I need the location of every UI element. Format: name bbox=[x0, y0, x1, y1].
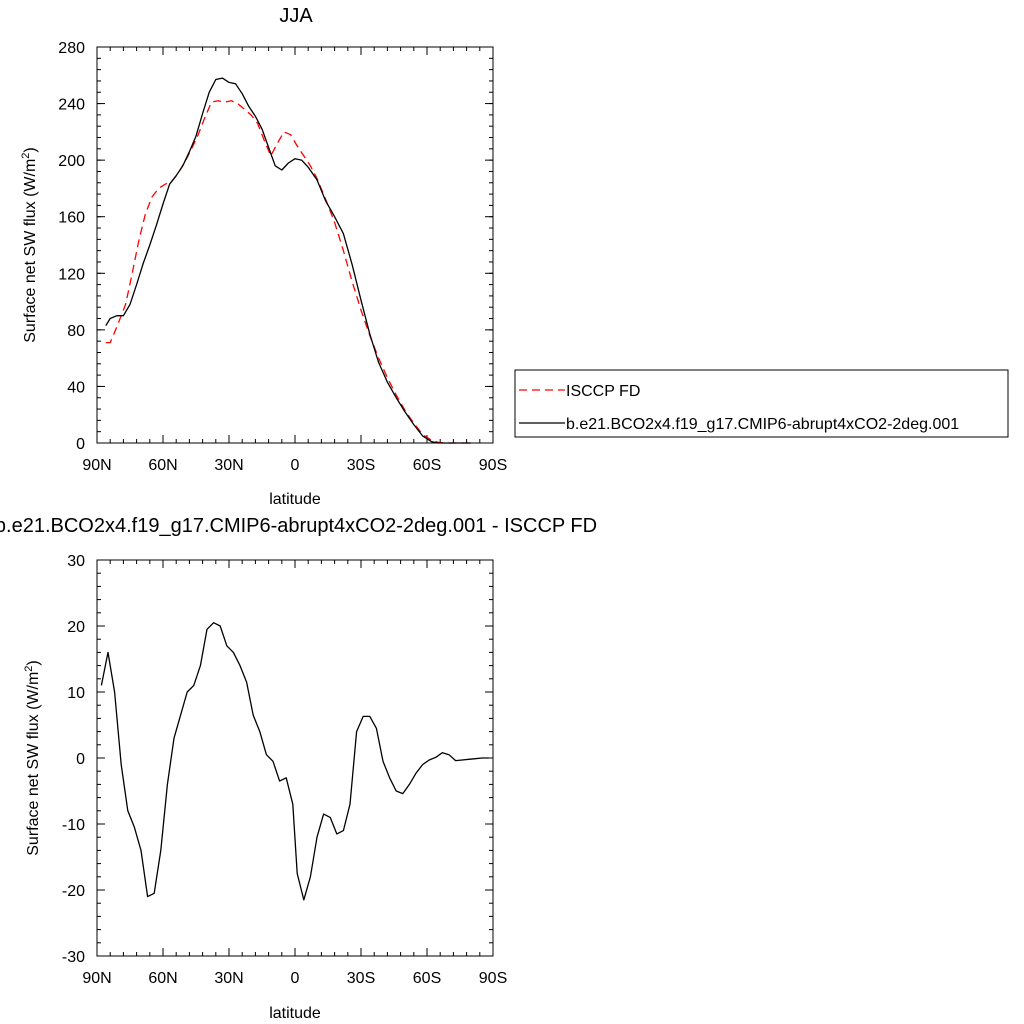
top-x-tick-label: 30S bbox=[347, 457, 375, 474]
top-series-line-1 bbox=[105, 77, 471, 444]
legend-label-model: b.e21.BCO2x4.f19_g17.CMIP6-abrupt4xCO2-2… bbox=[566, 416, 959, 433]
legend-box bbox=[514, 369, 1009, 438]
bottom-y-tick-label: 30 bbox=[67, 553, 85, 570]
top-y-tick-label: 280 bbox=[58, 40, 85, 57]
top-y-tick-label: 0 bbox=[76, 436, 85, 453]
top-x-tick-label: 90N bbox=[82, 457, 111, 474]
top-plot-layer: 90N 60N 30N 0 30S 60S 90S 0 40 80 120 160 200 240 280 bbox=[58, 40, 507, 474]
bottom-x-tick-label: 90N bbox=[82, 970, 111, 987]
bottom-y-tick-label: 20 bbox=[67, 619, 85, 636]
top-x-tick-label: 90S bbox=[479, 457, 507, 474]
bottom-y-axis-label: Surface net SW flux (W/m2) bbox=[23, 660, 42, 856]
bottom-x-axis-label: latitude bbox=[269, 1005, 321, 1022]
top-y-axis-label: Surface net SW flux (W/m2) bbox=[20, 147, 39, 343]
bottom-x-tick-label: 30S bbox=[347, 970, 375, 987]
chart-legend: ISCCP FD b.e21.BCO2x4.f19_g17.CMIP6-abru… bbox=[514, 369, 1009, 438]
bottom-y-tick-label: -10 bbox=[62, 817, 85, 834]
bottom-y-tick-label: -20 bbox=[62, 883, 85, 900]
top-x-axis-label: latitude bbox=[269, 491, 321, 508]
top-chart-title: JJA bbox=[279, 5, 313, 27]
top-chart-panel: JJA 90N 60N 30N 0 30S 60S 90S 0 40 80 120 160 200 240… bbox=[20, 5, 507, 508]
top-y-tick-label: 200 bbox=[58, 153, 85, 170]
top-y-tick-label: 160 bbox=[58, 210, 85, 227]
bottom-chart-title: b.e21.BCO2x4.f19_g17.CMIP6-abrupt4xCO2-2… bbox=[0, 515, 597, 537]
bottom-plot-layer: 90N 60N 30N 0 30S 60S 90S -30 -20 -10 0 10 20 30 bbox=[62, 553, 507, 987]
bottom-x-tick-label: 0 bbox=[291, 970, 300, 987]
bottom-y-tick-label: -30 bbox=[62, 949, 85, 966]
bottom-x-tick-label: 30N bbox=[214, 970, 243, 987]
bottom-chart-panel: b.e21.BCO2x4.f19_g17.CMIP6-abrupt4xCO2-2… bbox=[0, 515, 597, 1022]
top-y-tick-label: 40 bbox=[67, 379, 85, 396]
top-x-tick-label: 0 bbox=[291, 457, 300, 474]
top-x-tick-label: 30N bbox=[214, 457, 243, 474]
top-y-tick-label: 120 bbox=[58, 266, 85, 283]
bottom-series-line-0 bbox=[100, 622, 489, 901]
bottom-x-tick-label: 60S bbox=[413, 970, 441, 987]
bottom-plot-frame bbox=[96, 559, 494, 957]
top-y-tick-label: 240 bbox=[58, 97, 85, 114]
top-x-tick-label: 60S bbox=[413, 457, 441, 474]
bottom-y-tick-label: 10 bbox=[67, 685, 85, 702]
top-y-tick-label: 80 bbox=[67, 323, 85, 340]
top-series-line-0 bbox=[105, 100, 471, 444]
top-x-tick-label: 60N bbox=[148, 457, 177, 474]
legend-label-isccp: ISCCP FD bbox=[566, 383, 640, 400]
bottom-x-tick-label: 60N bbox=[148, 970, 177, 987]
bottom-x-tick-label: 90S bbox=[479, 970, 507, 987]
top-plot-frame bbox=[96, 46, 494, 444]
bottom-y-tick-label: 0 bbox=[76, 751, 85, 768]
